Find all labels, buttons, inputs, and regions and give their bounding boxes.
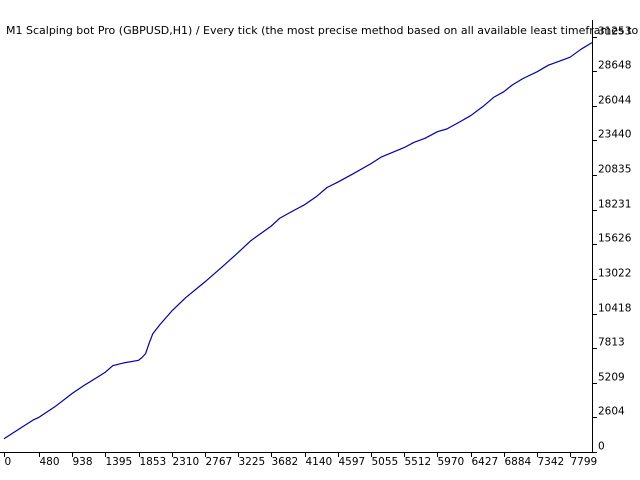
x-tick-label: 1395	[106, 456, 133, 468]
x-tick-label: 5055	[372, 456, 399, 468]
x-tick-label: 1853	[140, 456, 167, 468]
y-tick-label: 5209	[598, 372, 625, 384]
y-tick-label: 18231	[598, 199, 631, 211]
y-tick-label: 20835	[598, 164, 631, 176]
x-tick-label: 938	[73, 456, 93, 468]
y-tick-label: 28648	[598, 60, 631, 72]
x-tick-label: 5970	[438, 456, 465, 468]
y-tick-label: 10418	[598, 303, 631, 315]
x-tick-label: 2767	[206, 456, 233, 468]
y-tick-label: 31253	[598, 26, 631, 38]
y-axis-ticks: 0 2604 5209 7813 10418 13022 15626 18231 20835 23…	[592, 26, 632, 453]
y-tick-label: 2604	[598, 406, 625, 418]
x-tick-label: 4140	[306, 456, 333, 468]
x-tick-label: 0	[5, 456, 12, 468]
x-tick-label: 3225	[239, 456, 266, 468]
chart-title: M1 Scalping bot Pro (GBPUSD,H1) / Every …	[6, 24, 640, 37]
x-tick-label: 6427	[472, 456, 499, 468]
y-tick-label: 15626	[598, 233, 632, 245]
y-tick-label: 13022	[598, 268, 631, 280]
x-tick-label: 2310	[173, 456, 200, 468]
x-tick-label: 7342	[538, 456, 565, 468]
x-tick-label: 6884	[505, 456, 532, 468]
y-tick-label: 23440	[598, 129, 631, 141]
x-axis-ticks: 0 480 938 1395 1853 2310 2767 3225 3682 4140 4597 5…	[4, 452, 598, 468]
x-tick-label: 4597	[339, 456, 366, 468]
x-tick-label: 3682	[272, 456, 299, 468]
x-tick-label: 7799	[571, 456, 598, 468]
series-line	[3, 42, 593, 440]
y-tick-label: 26044	[598, 95, 632, 107]
plot-area	[0, 0, 592, 452]
y-tick-label: 0	[598, 441, 605, 453]
x-tick-label: 5512	[405, 456, 432, 468]
y-tick-label: 7813	[598, 337, 625, 349]
x-tick-label: 480	[40, 456, 60, 468]
